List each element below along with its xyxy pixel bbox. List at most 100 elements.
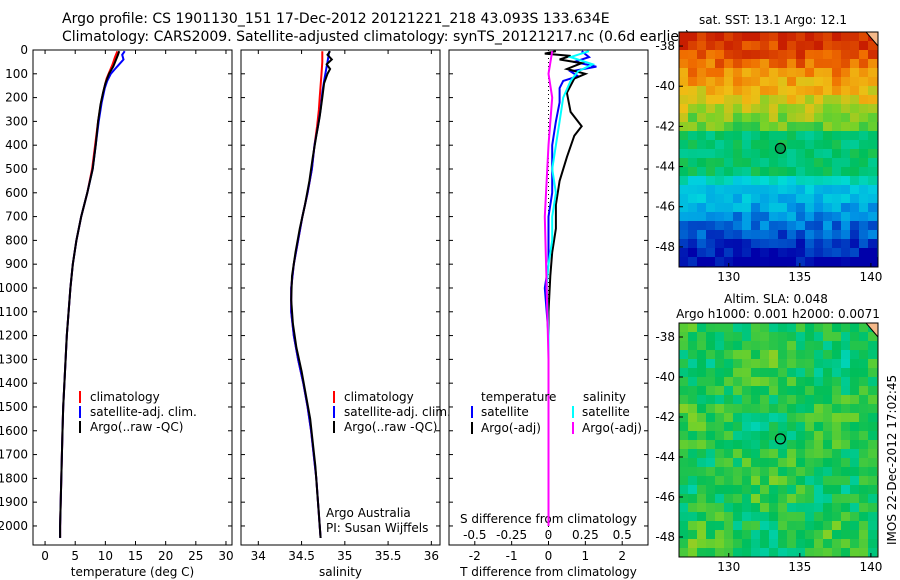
map-cell: [850, 485, 859, 494]
map-cell: [850, 239, 859, 248]
map-cell: [751, 140, 760, 149]
map-cell: [814, 467, 823, 476]
y-tick-label: -42: [655, 410, 675, 424]
map-cell: [868, 539, 877, 548]
map-cell: [814, 404, 823, 413]
map-cell: [706, 185, 715, 194]
map-cell: [697, 212, 706, 221]
map-cell: [832, 86, 841, 95]
map-cell: [733, 50, 742, 59]
map-cell: [769, 539, 778, 548]
map-cell: [760, 113, 769, 122]
axes-frame-1: [240, 49, 441, 546]
map-cell: [841, 494, 850, 503]
map-cell: [706, 140, 715, 149]
map-cell: [850, 77, 859, 86]
map-cell: [841, 323, 850, 332]
map-cell: [715, 404, 724, 413]
map-cell: [688, 113, 697, 122]
x-tick-label: -1: [506, 549, 518, 563]
map-cell: [778, 221, 787, 230]
legend-label: climatology: [90, 390, 160, 404]
map-frame-0: [678, 31, 879, 268]
map-cell: [688, 230, 697, 239]
map-cell: [724, 368, 733, 377]
map-cell: [760, 176, 769, 185]
map-cell: [733, 413, 742, 422]
map-cell: [679, 467, 688, 476]
map-cell: [805, 239, 814, 248]
map-cell: [760, 86, 769, 95]
map-cell: [751, 239, 760, 248]
x-tick-label: -2: [469, 549, 481, 563]
map-cell: [814, 32, 823, 41]
map-cell: [751, 395, 760, 404]
map-cell: [751, 86, 760, 95]
map-cell: [859, 413, 868, 422]
map-cell: [823, 449, 832, 458]
map-cell: [760, 332, 769, 341]
map-cell: [805, 131, 814, 140]
map-cell: [679, 341, 688, 350]
map-cell: [697, 194, 706, 203]
map-cell: [724, 521, 733, 530]
map-cell: [742, 413, 751, 422]
map-cell: [796, 485, 805, 494]
map-cell: [823, 239, 832, 248]
map-cell: [859, 350, 868, 359]
map-cell: [823, 341, 832, 350]
legend-label: Argo(..raw -QC): [90, 420, 183, 434]
annotation-line: PI: Susan Wijffels: [326, 521, 428, 535]
map-cell: [814, 176, 823, 185]
map-cell: [850, 341, 859, 350]
map-cell: [679, 194, 688, 203]
map-cell: [859, 50, 868, 59]
map-cell: [832, 167, 841, 176]
map-cell: [787, 248, 796, 257]
y-tick-label: -48: [655, 240, 675, 254]
map-cell: [724, 203, 733, 212]
map-cell: [796, 149, 805, 158]
map-cell: [751, 413, 760, 422]
map-cell: [823, 248, 832, 257]
map-cell: [697, 539, 706, 548]
map-cell: [832, 323, 841, 332]
map-cell: [778, 41, 787, 50]
map-cell: [760, 422, 769, 431]
map-cell: [841, 41, 850, 50]
map-cell: [868, 395, 877, 404]
map-cell: [751, 467, 760, 476]
map-cell: [706, 32, 715, 41]
map-cell: [760, 395, 769, 404]
map-cell: [868, 512, 877, 521]
map-cell: [733, 350, 742, 359]
map-cell: [805, 467, 814, 476]
map-cell: [814, 386, 823, 395]
map-cell: [859, 494, 868, 503]
y-tick-label: 1800: [0, 471, 28, 485]
map-cell: [733, 77, 742, 86]
map-cell: [778, 59, 787, 68]
map-cell: [724, 404, 733, 413]
legend-title: salinity: [583, 390, 626, 404]
map-cell: [787, 386, 796, 395]
map-cell: [688, 404, 697, 413]
map-cell: [724, 194, 733, 203]
map-cell: [679, 476, 688, 485]
map-cell: [715, 440, 724, 449]
map-cell: [832, 140, 841, 149]
map-cell: [724, 458, 733, 467]
map-cell: [832, 476, 841, 485]
map-cell: [868, 185, 877, 194]
series-line-cyan: [545, 50, 596, 526]
map-cell: [850, 539, 859, 548]
map-cell: [769, 50, 778, 59]
map-cell: [706, 431, 715, 440]
map-cell: [796, 368, 805, 377]
map-cell: [859, 113, 868, 122]
map-cell: [814, 239, 823, 248]
map-cell: [787, 440, 796, 449]
map-cell: [841, 158, 850, 167]
map-cell: [841, 32, 850, 41]
map-cell: [751, 494, 760, 503]
